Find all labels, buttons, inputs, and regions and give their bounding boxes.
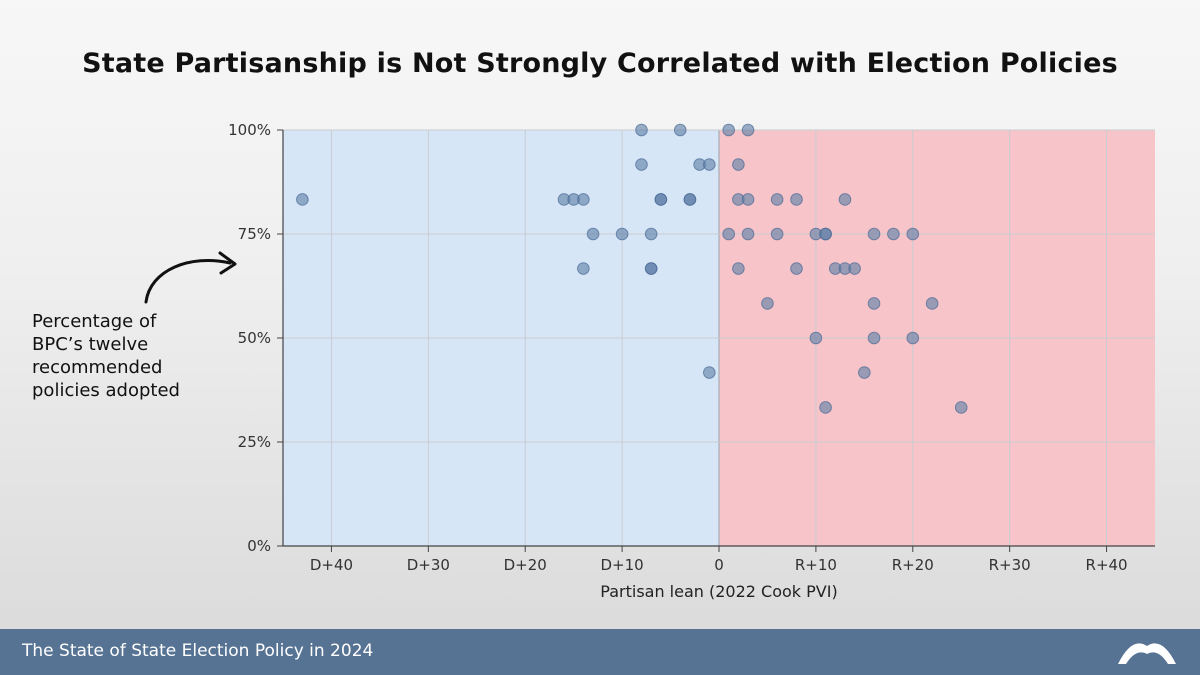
- footer-bar: The State of State Election Policy in 20…: [0, 629, 1200, 675]
- x-tick-label: R+20: [892, 556, 934, 574]
- data-point: [577, 262, 590, 275]
- x-tick-label: R+10: [795, 556, 837, 574]
- y-tick-label: 25%: [238, 433, 271, 451]
- data-point: [867, 297, 881, 310]
- x-tick-label: D+30: [407, 556, 450, 574]
- data-point: [809, 331, 823, 345]
- y-tick-label: 100%: [228, 121, 271, 139]
- data-point: [790, 262, 803, 275]
- annotation-arrow: [144, 259, 232, 304]
- arrow-head-icon: [218, 251, 237, 275]
- data-point: [819, 227, 832, 241]
- data-point: [635, 123, 648, 137]
- data-point: [703, 158, 716, 171]
- x-tick-label: D+10: [601, 556, 644, 574]
- footer-text: The State of State Election Policy in 20…: [22, 641, 374, 661]
- data-point: [925, 297, 939, 310]
- y-tick-label: 75%: [238, 225, 271, 243]
- data-point: [683, 193, 697, 206]
- data-point: [790, 193, 803, 206]
- chart-title: State Partisanship is Not Strongly Corre…: [82, 48, 1118, 79]
- annotation-line: policies adopted: [32, 380, 180, 401]
- data-point: [722, 227, 735, 241]
- data-point: [770, 193, 784, 206]
- data-point: [954, 401, 968, 414]
- data-point: [703, 366, 716, 379]
- y-tick-label: 50%: [238, 329, 271, 347]
- data-point: [635, 158, 648, 171]
- bpc-logo-icon: [1118, 643, 1176, 664]
- data-point: [615, 227, 629, 241]
- data-point: [906, 331, 920, 345]
- data-point: [770, 227, 784, 241]
- data-point: [848, 262, 861, 275]
- annotation-line: recommended: [32, 357, 163, 378]
- data-point: [296, 193, 309, 206]
- data-point: [673, 123, 687, 137]
- data-point: [644, 262, 658, 275]
- data-point: [732, 262, 745, 275]
- data-point: [906, 227, 920, 241]
- data-point: [741, 227, 755, 241]
- annotation-line: Percentage of: [32, 311, 157, 332]
- data-point: [644, 227, 658, 241]
- x-axis-title: Partisan lean (2022 Cook PVI): [600, 582, 837, 601]
- data-point: [722, 123, 735, 137]
- annotation-line: BPC’s twelve: [32, 334, 149, 355]
- data-point: [741, 123, 755, 137]
- data-point: [741, 193, 755, 206]
- x-tick-label: R+40: [1086, 556, 1128, 574]
- data-point: [732, 158, 745, 171]
- x-tick-label: R+30: [989, 556, 1031, 574]
- data-point: [867, 331, 881, 345]
- data-point: [819, 401, 832, 414]
- data-point: [867, 227, 881, 241]
- data-point: [858, 366, 871, 379]
- data-point: [761, 297, 774, 310]
- scatter-chart: 0% 25% 50% 75% 100% D+40 D+30 D+20 D+10 0 R+10 R+20…: [144, 121, 1155, 601]
- data-point: [577, 193, 590, 206]
- data-point: [654, 193, 668, 206]
- data-point: [586, 227, 600, 241]
- data-point: [838, 193, 852, 206]
- y-tick-label: 0%: [247, 537, 271, 555]
- x-tick-label: D+40: [310, 556, 353, 574]
- x-tick-label: D+20: [504, 556, 547, 574]
- data-point: [887, 227, 900, 241]
- y-axis-annotation: Percentage of BPC’s twelve recommended p…: [32, 310, 262, 402]
- x-tick-label: 0: [714, 556, 724, 574]
